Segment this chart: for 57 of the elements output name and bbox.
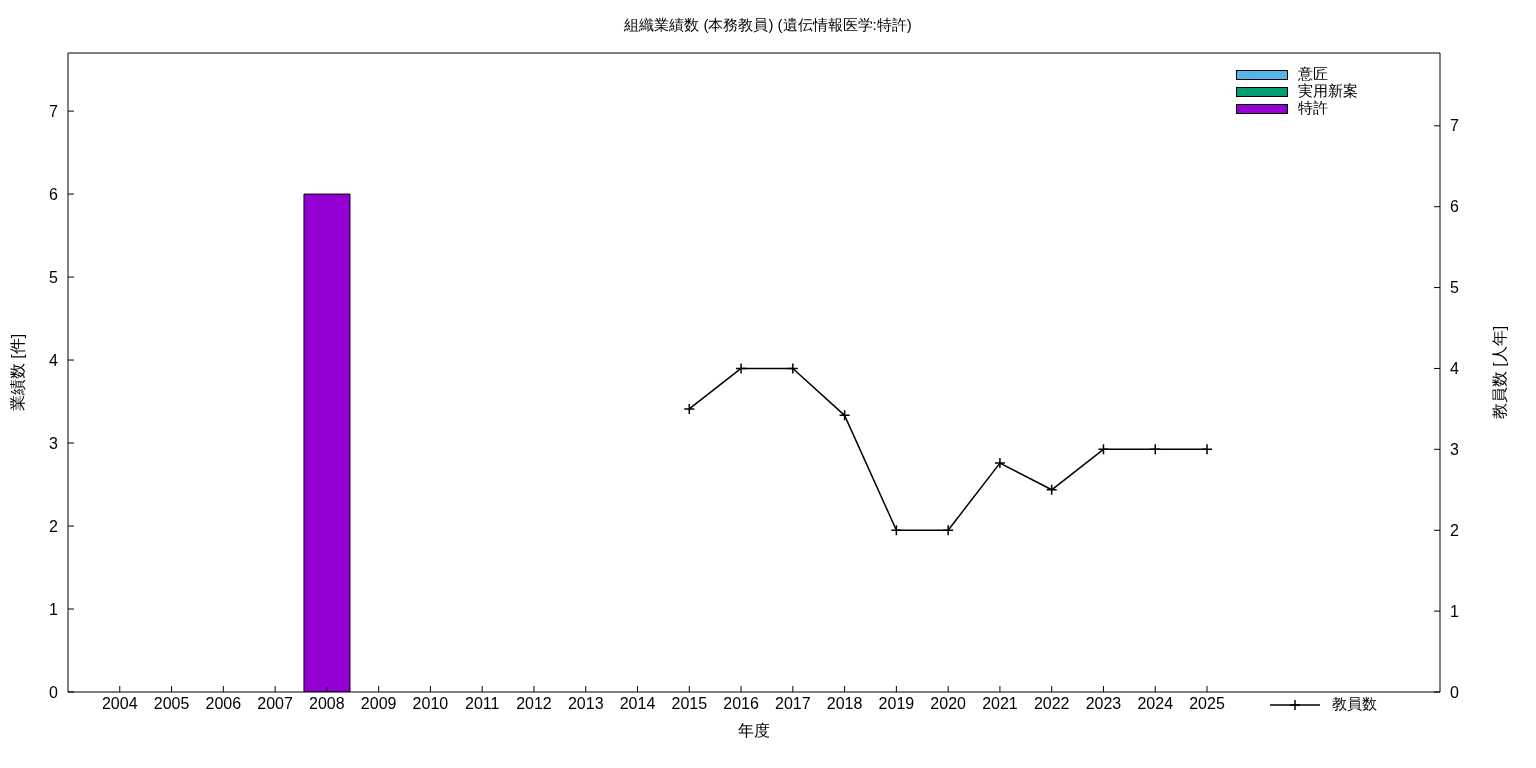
x-tick-label: 2012 (516, 695, 552, 713)
y-tick-label: 5 (49, 268, 59, 286)
x-tick-label: 2023 (1085, 695, 1122, 713)
legend-label: 教員数 (1332, 695, 1377, 714)
point (1045, 484, 1058, 496)
legend-label: 意匠 (1298, 65, 1328, 83)
x-tick-label: 2011 (464, 695, 500, 713)
y-tick-label: 4 (49, 351, 59, 369)
chart-title: 組織業績数 (本務教員) (遺伝情報医学:特許) (623, 16, 913, 35)
x-tick-label: 2009 (360, 695, 397, 713)
x-tick-label: 2018 (826, 695, 863, 713)
x-tick-label: 2022 (1033, 695, 1070, 713)
x-axis-title: 年度 (738, 722, 770, 739)
y-tick-label: 6 (49, 185, 59, 203)
x-tick-label: 2004 (101, 695, 138, 713)
point (1149, 443, 1161, 456)
x-tick-label: 2008 (309, 695, 345, 713)
y-tick-label: 0 (49, 683, 59, 701)
x-tick-label: 2024 (1137, 695, 1174, 713)
x-tick-label: 2014 (619, 695, 656, 713)
point (838, 409, 851, 422)
y-tick-label: 3 (49, 434, 59, 452)
x-tick-label: 2020 (930, 695, 967, 713)
point (1097, 443, 1110, 456)
point (683, 403, 696, 415)
x-tick-label: 2006 (205, 695, 242, 713)
y2-tick-label: 0 (1450, 683, 1459, 701)
point (942, 524, 954, 536)
y-tick-label: 1 (49, 600, 59, 618)
y2-tick-label: 4 (1450, 360, 1459, 378)
x-tick-label: 2021 (982, 695, 1018, 713)
x-tick-label: 2019 (878, 695, 915, 713)
x-tick-label: 2005 (153, 695, 190, 713)
point (735, 362, 747, 375)
legend-label: 特許 (1298, 99, 1328, 118)
x-tick-label: 2010 (412, 695, 449, 713)
x-tick-label: 2017 (775, 695, 811, 713)
y2-tick-label: 1 (1450, 602, 1459, 620)
y2-tick-label: 6 (1450, 198, 1459, 216)
x-tick-label: 2013 (567, 695, 604, 713)
x-tick-label: 2007 (257, 695, 293, 713)
y2-tick-label: 3 (1450, 441, 1459, 459)
y2-axis-title: 教員数 [人年] (1490, 325, 1508, 420)
y-axis-title: 業績数 [件] (8, 333, 26, 412)
legend-label: 実用新案 (1298, 82, 1358, 101)
point (787, 362, 799, 375)
y2-tick-label: 5 (1450, 279, 1459, 297)
x-tick-label: 2016 (723, 695, 759, 713)
y2-tick-label: 7 (1450, 117, 1459, 135)
x-tick-label: 2025 (1189, 695, 1225, 713)
point (1201, 443, 1213, 456)
point (994, 457, 1006, 469)
y-tick-label: 7 (49, 102, 59, 120)
x-tick-label: 2015 (671, 695, 708, 713)
y2-tick-label: 2 (1450, 521, 1459, 539)
y-tick-label: 2 (49, 517, 59, 535)
point (890, 524, 903, 536)
